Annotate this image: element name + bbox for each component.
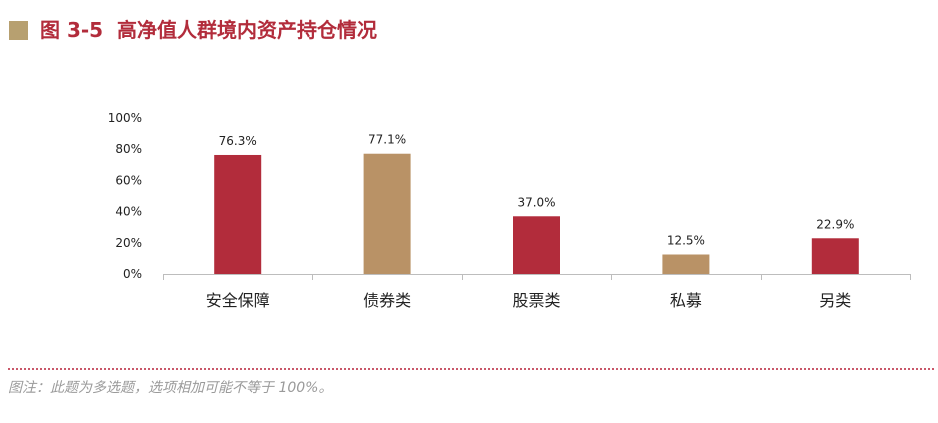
bar-chart: 0% 20% 40% 60% 80% 100% 76.3% 安全保障 77.1% 债券类 37.0%… xyxy=(108,111,911,310)
figure-title-text: 高净值人群境内资产持仓情况 xyxy=(117,18,378,42)
y-tick-label: 40% xyxy=(115,205,142,219)
bar-5 xyxy=(811,238,859,274)
bar-1 xyxy=(214,154,262,274)
category-label: 股票类 xyxy=(512,291,560,310)
value-label: 37.0% xyxy=(517,195,555,209)
value-label: 77.1% xyxy=(368,133,406,147)
bar-3 xyxy=(513,216,560,274)
category-label: 安全保障 xyxy=(206,291,270,310)
y-tick-label: 60% xyxy=(115,173,142,187)
y-tick-label: 80% xyxy=(115,142,142,156)
category-label: 另类 xyxy=(819,291,851,310)
dotted-divider xyxy=(8,368,934,370)
category-label: 债券类 xyxy=(363,291,411,310)
title-marker-square xyxy=(9,20,28,40)
figure-note: 图注：此题为多选题，选项相加可能不等于 100%。 xyxy=(8,380,333,396)
category-label: 私募 xyxy=(670,291,702,310)
bar-2 xyxy=(363,153,411,274)
value-label: 12.5% xyxy=(667,234,705,248)
figure-title: 图 3-5 高净值人群境内资产持仓情况 xyxy=(40,17,377,43)
figure-title-row: 图 3-5 高净值人群境内资产持仓情况 xyxy=(9,17,377,43)
value-label: 76.3% xyxy=(219,134,257,148)
y-tick-label: 20% xyxy=(115,236,142,250)
figure-label: 图 3-5 xyxy=(40,18,104,42)
value-label: 22.9% xyxy=(816,217,854,231)
bar-4 xyxy=(662,254,710,274)
y-tick-label: 100% xyxy=(108,111,142,125)
y-tick-label: 0% xyxy=(123,267,142,281)
